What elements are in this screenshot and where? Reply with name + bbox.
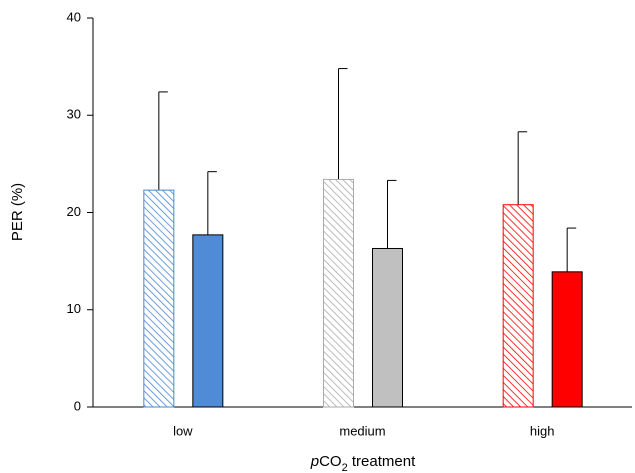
x-axis-label: pCO2 treatment bbox=[310, 453, 416, 473]
bar bbox=[551, 271, 583, 408]
x-tick-label: high bbox=[530, 423, 555, 438]
bar bbox=[323, 178, 354, 408]
bar bbox=[143, 189, 175, 408]
y-tick-label: 20 bbox=[67, 204, 81, 219]
x-tick-label: medium bbox=[339, 423, 385, 438]
y-tick-label: 40 bbox=[67, 9, 81, 24]
bar bbox=[502, 204, 534, 408]
x-tick-label: low bbox=[173, 423, 193, 438]
bar bbox=[372, 247, 403, 408]
y-axis-label: PER (%) bbox=[9, 183, 26, 241]
y-tick-label: 10 bbox=[67, 301, 81, 316]
bar bbox=[192, 234, 224, 408]
y-tick-label: 30 bbox=[67, 107, 81, 122]
y-tick-label: 0 bbox=[74, 398, 81, 413]
